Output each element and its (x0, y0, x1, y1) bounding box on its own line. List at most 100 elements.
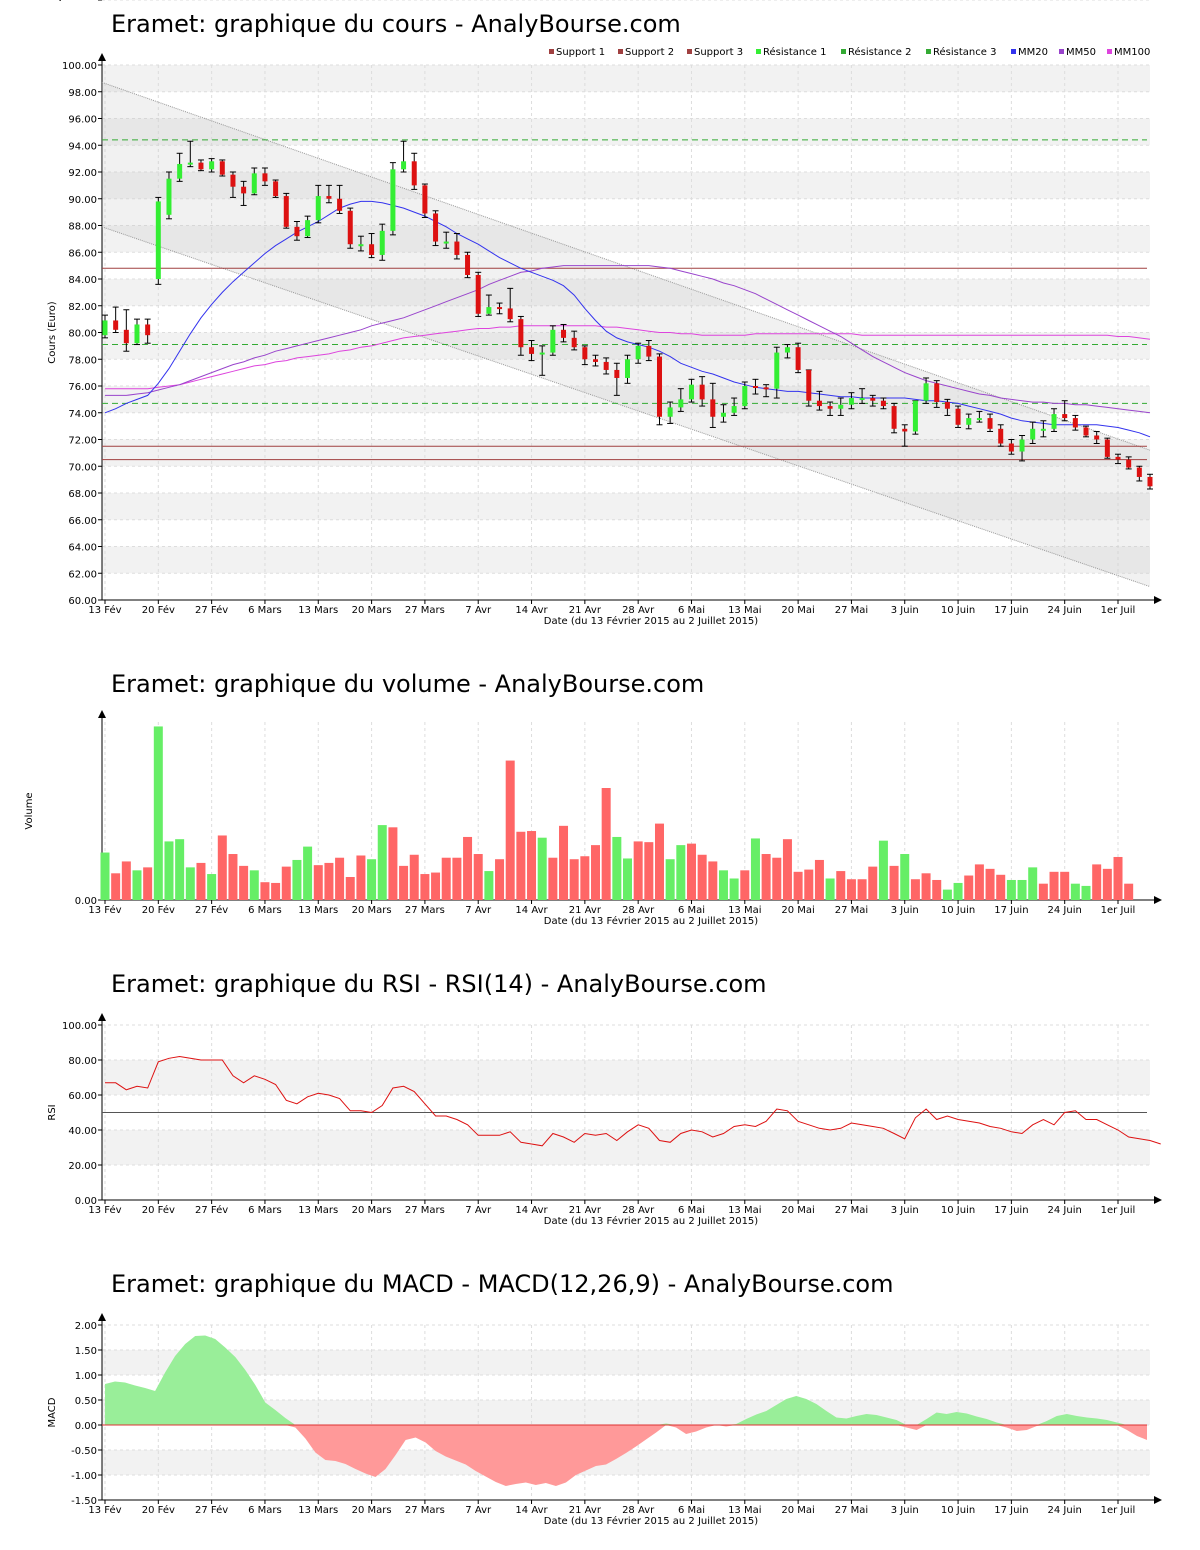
volume-bar (697, 854, 707, 900)
volume-bar (100, 852, 110, 900)
volume-xtick-label: 20 Mai (781, 905, 814, 916)
macd-xtick-label: 10 Juin (941, 1505, 975, 1516)
price-candle (869, 394, 876, 407)
candle-body (923, 383, 929, 401)
volume-bar (942, 889, 952, 900)
rsi-xtick-label: 13 Mars (298, 1205, 338, 1216)
rsi-xtick-label: 13 Mai (728, 1205, 761, 1216)
price-candle (1029, 421, 1036, 445)
price-candle (315, 184, 322, 224)
rsi-xtick-label: 17 Juin (994, 1205, 1028, 1216)
macd-xtick-label: 24 Juin (1048, 1505, 1082, 1516)
volume-bar (846, 879, 856, 900)
candle-body (518, 319, 524, 348)
volume-bar (761, 854, 771, 900)
volume-bar (1038, 883, 1048, 900)
candle-body (859, 398, 865, 401)
candle-body (870, 398, 876, 401)
price-candle (368, 233, 375, 259)
rsi-ytick-label: 40.00 (68, 1126, 97, 1137)
price-candle (464, 251, 471, 279)
rsi-xtick-label: 7 Avr (465, 1205, 492, 1216)
rsi-xtick-label: 27 Fév (195, 1204, 228, 1216)
price-ytick-label: 70.00 (68, 462, 97, 473)
candle-body (465, 254, 471, 275)
candle-body (486, 307, 492, 314)
price-candle (144, 318, 151, 344)
rsi-xtick-label: 1er Juil (1101, 1205, 1136, 1216)
macd-xtick-label: 6 Mars (248, 1505, 282, 1516)
price-xtick-label: 27 Mars (405, 605, 445, 616)
volume-bar (260, 882, 270, 900)
candle-body (102, 320, 108, 336)
price-candle (1104, 437, 1111, 459)
volume-bar (537, 837, 547, 900)
price-xtick-label: 1er Juil (1101, 605, 1136, 616)
candle-body (827, 406, 833, 409)
price-grid-band (102, 439, 1150, 467)
volume-bar (612, 836, 622, 900)
candle-body (369, 244, 375, 255)
price-ytick-label: 74.00 (68, 409, 97, 420)
candle-body (305, 220, 311, 237)
rsi-ytick-label: 60.00 (68, 1091, 97, 1102)
volume-xtick-label: 27 Fév (195, 904, 228, 916)
legend-swatch (841, 49, 846, 54)
candle-body (656, 356, 662, 417)
price-candle (571, 330, 578, 351)
price-candle (240, 180, 247, 206)
candle-body (454, 241, 460, 255)
volume-xtick-label: 28 Avr (622, 905, 655, 916)
price-ytick-label: 88.00 (68, 222, 97, 233)
candle-body (667, 407, 673, 417)
macd-x-axis-label: Date (du 13 Février 2015 au 2 Juillet 20… (544, 1515, 758, 1527)
candle-body (561, 329, 567, 338)
volume-bar (527, 831, 537, 900)
candle-body (976, 418, 982, 421)
price-candle (496, 302, 503, 315)
volume-bar (793, 871, 803, 900)
macd-ytick-label: 0.00 (75, 1421, 97, 1432)
volume-chart-title: Eramet: graphique du volume - AnalyBours… (111, 670, 705, 698)
candle-body (806, 369, 812, 401)
macd-grid-band (102, 1350, 1150, 1375)
price-candle (1136, 465, 1143, 482)
volume-bar (1006, 879, 1016, 900)
price-ytick-label: 76.00 (68, 382, 97, 393)
price-grid-band (102, 118, 1150, 146)
price-candle (1019, 434, 1026, 462)
price-candle (411, 152, 418, 190)
volume-xtick-label: 20 Mars (352, 905, 392, 916)
price-candle (176, 152, 183, 182)
rsi-line (105, 1055, 1161, 1147)
volume-xtick-label: 21 Avr (569, 905, 602, 916)
candle-body (1126, 459, 1132, 468)
price-candle (155, 196, 162, 285)
macd-ytick-label: 1.50 (75, 1346, 97, 1357)
price-candle (645, 340, 652, 362)
volume-bar (399, 865, 409, 900)
legend-label: Résistance 1 (763, 46, 826, 58)
candle-body (891, 406, 897, 429)
candle-body (294, 226, 300, 237)
price-xtick-label: 17 Juin (994, 605, 1028, 616)
price-candle (603, 357, 610, 375)
rsi-xtick-label: 3 Juin (891, 1205, 919, 1216)
volume-bar (569, 859, 579, 900)
volume-bar (580, 856, 590, 900)
price-candle (656, 353, 663, 426)
candle-body (1019, 439, 1025, 452)
price-ytick-label: 98.00 (68, 88, 97, 99)
rsi-grid-band (102, 1130, 1150, 1165)
price-ytick-label: 66.00 (68, 516, 97, 527)
macd-grid-band (102, 1450, 1150, 1475)
price-candle (699, 376, 706, 407)
volume-ytick-label: 100,000.00 (40, 0, 97, 3)
price-candle (837, 397, 844, 416)
price-candle (112, 306, 119, 333)
candle-body (134, 324, 140, 344)
price-candle (795, 342, 802, 374)
candle-body (390, 169, 396, 231)
volume-bar (868, 866, 878, 900)
macd-y-arrow (98, 1313, 106, 1321)
